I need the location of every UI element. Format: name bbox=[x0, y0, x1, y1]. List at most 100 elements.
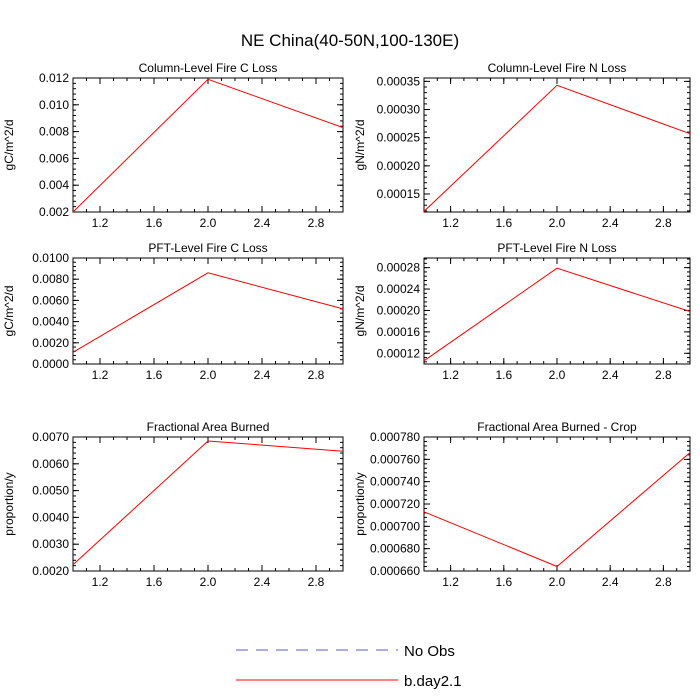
y-tick-label: 0.000660 bbox=[370, 564, 420, 578]
panel-title: PFT-Level Fire C Loss bbox=[148, 241, 267, 255]
x-tick-label: 2.4 bbox=[602, 368, 619, 382]
x-tick-label: 2.0 bbox=[200, 368, 217, 382]
panel-3: PFT-Level Fire C Loss 1.2 1.6 2.0 2.4 2.8 0.00… bbox=[2, 241, 344, 382]
y-axis-label: gN/m^2/d bbox=[353, 120, 367, 171]
x-tick-label: 1.6 bbox=[146, 216, 163, 230]
y-tick-label: 0.000740 bbox=[370, 475, 420, 489]
y-tick-label: 0.000680 bbox=[370, 542, 420, 556]
x-tick-label: 2.0 bbox=[200, 216, 217, 230]
x-tick-label: 2.8 bbox=[655, 216, 672, 230]
y-tick-label: 0.00028 bbox=[377, 261, 421, 275]
x-tick-label: 2.4 bbox=[254, 368, 271, 382]
y-tick-label: 0.0040 bbox=[32, 315, 69, 329]
y-tick-label: 0.0030 bbox=[32, 537, 69, 551]
y-tick-label: 0.0100 bbox=[32, 251, 69, 265]
y-tick-label: 0.0020 bbox=[32, 564, 69, 578]
y-tick-label: 0.000720 bbox=[370, 497, 420, 511]
y-tick-label: 0.0060 bbox=[32, 457, 69, 471]
y-tick-label: 0.000700 bbox=[370, 519, 420, 533]
y-tick-label: 0.012 bbox=[39, 71, 69, 85]
y-axis-label: gN/m^2/d bbox=[353, 286, 367, 337]
y-tick-label: 0.0000 bbox=[32, 357, 69, 371]
panel-title: Fractional Area Burned bbox=[147, 420, 270, 434]
series-line-b.day2.1 bbox=[423, 452, 691, 568]
x-tick-label: 1.2 bbox=[92, 216, 109, 230]
y-tick-label: 0.0040 bbox=[32, 510, 69, 524]
x-tick-label: 1.2 bbox=[92, 575, 109, 589]
y-tick-label: 0.0080 bbox=[32, 272, 69, 286]
y-tick-label: 0.000760 bbox=[370, 452, 420, 466]
y-tick-label: 0.0060 bbox=[32, 293, 69, 307]
x-tick-label: 1.6 bbox=[146, 575, 163, 589]
series-line-b.day2.1 bbox=[72, 78, 344, 213]
x-tick-label: 1.2 bbox=[92, 368, 109, 382]
x-tick-label: 1.6 bbox=[495, 575, 512, 589]
legend: No Obs b.day2.1 bbox=[236, 643, 462, 690]
x-tick-label: 2.8 bbox=[308, 368, 325, 382]
panel-title: Fractional Area Burned - Crop bbox=[477, 420, 637, 434]
x-tick-label: 2.4 bbox=[602, 575, 619, 589]
x-tick-label: 2.8 bbox=[308, 575, 325, 589]
x-tick-label: 1.2 bbox=[442, 368, 459, 382]
figure-title: NE China(40-50N,100-130E) bbox=[241, 31, 459, 50]
panel-1: Column-Level Fire C Loss 1.2 1.6 2.0 2.4 2.8 0… bbox=[2, 61, 344, 230]
y-tick-label: 0.00020 bbox=[377, 303, 421, 317]
y-tick-label: 0.00020 bbox=[377, 159, 421, 173]
x-tick-label: 2.0 bbox=[549, 575, 566, 589]
y-axis-label: gC/m^2/d bbox=[2, 120, 16, 171]
panel-6: Fractional Area Burned - Crop 1.2 1.6 2.0 2.… bbox=[353, 420, 691, 589]
y-tick-label: 0.0050 bbox=[32, 484, 69, 498]
y-axis-label: gC/m^2/d bbox=[2, 286, 16, 337]
x-tick-label: 1.6 bbox=[495, 368, 512, 382]
plot-frame bbox=[423, 77, 691, 213]
series-line-b.day2.1 bbox=[72, 272, 344, 353]
y-axis-label: proportion/y bbox=[2, 472, 16, 535]
panel-4: PFT-Level Fire N Loss 1.2 1.6 2.0 2.4 2.8 0.00… bbox=[353, 241, 691, 382]
y-tick-label: 0.00016 bbox=[377, 325, 421, 339]
plot-frame bbox=[423, 257, 691, 365]
y-tick-label: 0.000780 bbox=[370, 430, 420, 444]
y-tick-label: 0.004 bbox=[39, 178, 69, 192]
panel-title: Column-Level Fire C Loss bbox=[139, 61, 278, 75]
x-tick-label: 1.2 bbox=[442, 216, 459, 230]
y-tick-label: 0.008 bbox=[39, 125, 69, 139]
panel-5: Fractional Area Burned 1.2 1.6 2.0 2.4 2.8 0.0… bbox=[2, 420, 344, 589]
y-tick-label: 0.00012 bbox=[377, 346, 421, 360]
legend-item: b.day2.1 bbox=[236, 673, 462, 690]
x-tick-label: 1.6 bbox=[495, 216, 512, 230]
y-tick-label: 0.00035 bbox=[377, 74, 421, 88]
x-tick-label: 2.0 bbox=[200, 575, 217, 589]
x-tick-label: 2.8 bbox=[655, 368, 672, 382]
y-tick-label: 0.002 bbox=[39, 205, 69, 219]
series-line-b.day2.1 bbox=[423, 84, 691, 212]
x-tick-label: 2.4 bbox=[254, 216, 271, 230]
series-line-b.day2.1 bbox=[72, 440, 344, 566]
y-tick-label: 0.00024 bbox=[377, 282, 421, 296]
y-tick-label: 0.00030 bbox=[377, 103, 421, 117]
x-tick-label: 1.2 bbox=[442, 575, 459, 589]
x-tick-label: 2.0 bbox=[549, 216, 566, 230]
y-tick-label: 0.006 bbox=[39, 151, 69, 165]
y-tick-label: 0.0020 bbox=[32, 336, 69, 350]
x-tick-label: 2.8 bbox=[308, 216, 325, 230]
panel-title: PFT-Level Fire N Loss bbox=[497, 241, 616, 255]
legend-item: No Obs bbox=[236, 643, 455, 660]
series-line-b.day2.1 bbox=[423, 267, 691, 362]
plot-frame bbox=[72, 436, 344, 572]
y-tick-label: 0.010 bbox=[39, 98, 69, 112]
y-tick-label: 0.00025 bbox=[377, 131, 421, 145]
legend-label: No Obs bbox=[404, 643, 455, 660]
x-tick-label: 2.4 bbox=[254, 575, 271, 589]
y-axis-label: proportion/y bbox=[353, 472, 367, 535]
panels: Column-Level Fire C Loss 1.2 1.6 2.0 2.4 2.8 0… bbox=[2, 61, 691, 589]
x-tick-label: 2.8 bbox=[655, 575, 672, 589]
panel-2: Column-Level Fire N Loss 1.2 1.6 2.0 2.4 2.8 0… bbox=[353, 61, 691, 230]
legend-label: b.day2.1 bbox=[404, 673, 462, 690]
plot-frame bbox=[423, 436, 691, 572]
y-tick-label: 0.00015 bbox=[377, 187, 421, 201]
y-tick-label: 0.0070 bbox=[32, 430, 69, 444]
x-tick-label: 2.4 bbox=[602, 216, 619, 230]
panel-title: Column-Level Fire N Loss bbox=[488, 61, 627, 75]
plot-frame bbox=[72, 257, 344, 365]
